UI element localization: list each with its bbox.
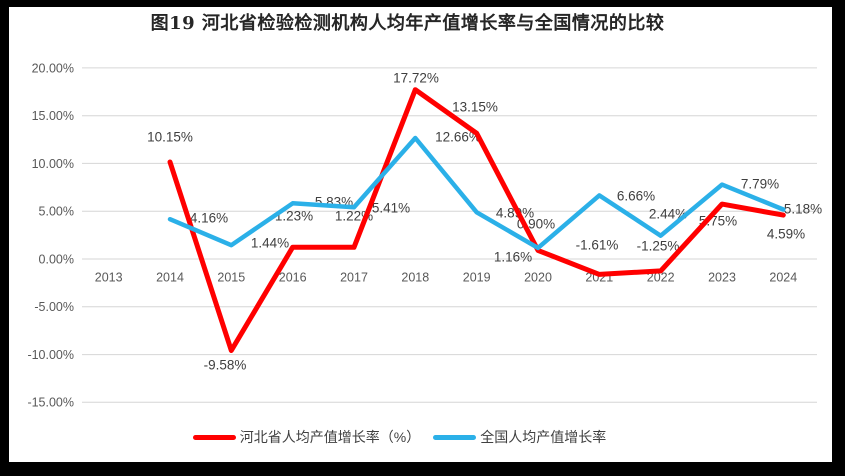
x-axis-tick-label: 2014 [156,270,184,284]
data-label: 1.16% [494,250,532,265]
y-axis-tick-label: 20.00% [32,61,74,75]
data-labels-series-0: 10.15%-9.58%1.23% 1.22%17.72%13.15%0.90%-… [147,71,805,373]
y-axis-tick-label: 5.00% [39,205,74,219]
chart-title: 图19 河北省检验检测机构人均年产值增长率与全国情况的比较 [150,13,665,34]
x-axis-tick-label: 2013 [95,270,123,284]
data-label: 1.44% [251,236,289,251]
data-label: 5.18% [784,202,822,217]
legend-label-hebei: 河北省人均产值增长率（%） [239,429,421,445]
y-axis-tick-label: 10.00% [32,157,74,171]
y-axis-tick-label: 0.00% [39,252,74,266]
data-label: -9.58% [204,358,247,373]
x-axis-tick-label: 2017 [340,270,368,284]
x-axis-tick-label: 2024 [769,270,797,284]
legend-swatch-hebei-line [192,434,236,440]
data-label: -1.61% [576,238,619,253]
legend-swatch-national-line [433,434,477,440]
x-axis-tick-label: 2023 [708,270,736,284]
x-axis-tick-label: 2015 [217,270,245,284]
data-label: 10.15% [147,130,193,145]
data-label: 4.59% [767,227,805,242]
data-label: -1.25% [637,239,680,254]
x-axis-tick-label: 2022 [647,270,675,284]
data-label: 4.89% [496,206,534,221]
x-axis-tick-label: 2016 [279,270,307,284]
data-labels-series-1: 4.16%1.44%5.83% 5.41%12.66%4.89%1.16%6.66… [190,130,822,265]
y-axis-tick-label: -5.00% [34,300,74,314]
data-label: 6.66% [617,189,655,204]
legend-item-national: 全国人均产值增长率 [433,427,606,447]
x-axis-tick-label: 2018 [401,270,429,284]
y-axis-tick-label: -10.00% [27,348,74,362]
legend-item-hebei: 河北省人均产值增长率（%） [192,427,421,447]
data-label: 13.15% [452,100,498,115]
series-line-0 [167,87,786,353]
y-axis-tick-label: 15.00% [32,109,74,123]
chart-legend: 河北省人均产值增长率（%） 全国人均产值增长率 [0,427,845,447]
y-axis-tick-label: -15.00% [27,396,74,410]
data-label: 12.66% [435,130,481,145]
data-label: 1.23% [275,209,313,224]
y-axis-labels: 20.00% 15.00% 10.00% 5.00% 0.00% -5.00% -10.00… [27,61,74,409]
series-line-1 [167,135,786,251]
x-axis-tick-label: 2019 [463,270,491,284]
data-label: 4.16% [190,211,228,226]
legend-label-national: 全国人均产值增长率 [480,429,607,445]
x-axis-labels: 2013 2014 2015 2016 2017 2018 2019 2020 2021 2022… [95,270,797,284]
data-label: 2.44% [649,207,687,222]
data-label: 7.79% [741,177,779,192]
data-label: 17.72% [393,71,439,86]
data-label: 5.41% [372,201,410,216]
x-axis-tick-label: 2020 [524,270,552,284]
